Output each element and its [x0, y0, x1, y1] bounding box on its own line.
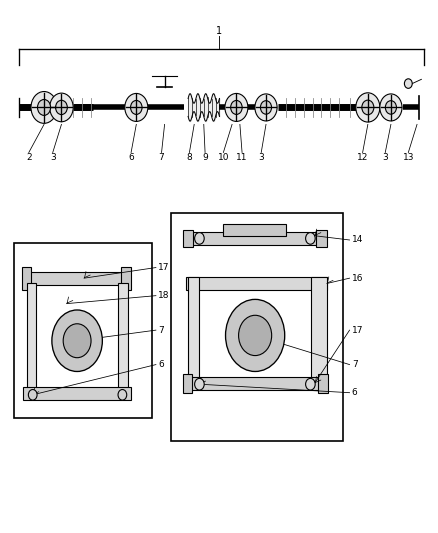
Circle shape	[356, 93, 380, 122]
Circle shape	[306, 232, 315, 244]
Polygon shape	[316, 230, 327, 247]
Text: 7: 7	[158, 326, 164, 335]
Polygon shape	[318, 374, 328, 393]
Text: 14: 14	[352, 236, 363, 245]
Circle shape	[131, 100, 142, 115]
Circle shape	[125, 93, 148, 122]
Polygon shape	[22, 266, 31, 290]
Circle shape	[362, 100, 374, 115]
Text: 7: 7	[159, 152, 164, 161]
Bar	[171, 214, 343, 441]
Bar	[14, 243, 152, 418]
Polygon shape	[25, 272, 127, 285]
Text: 8: 8	[187, 152, 192, 161]
Circle shape	[404, 79, 412, 88]
Text: 10: 10	[218, 152, 229, 161]
Polygon shape	[186, 277, 327, 290]
Circle shape	[38, 100, 50, 115]
Circle shape	[31, 92, 57, 123]
Polygon shape	[27, 284, 36, 391]
Text: 6: 6	[158, 360, 164, 369]
Text: 7: 7	[352, 360, 357, 369]
Polygon shape	[121, 266, 131, 290]
Text: 3: 3	[50, 152, 56, 161]
Circle shape	[231, 100, 242, 115]
Circle shape	[306, 378, 315, 390]
Polygon shape	[311, 277, 327, 381]
Circle shape	[52, 310, 102, 372]
Circle shape	[49, 93, 73, 122]
Circle shape	[194, 232, 204, 244]
Circle shape	[261, 101, 272, 114]
Circle shape	[255, 94, 277, 121]
Text: 1: 1	[216, 26, 222, 36]
Text: 18: 18	[158, 291, 170, 300]
Circle shape	[385, 101, 396, 114]
Circle shape	[226, 300, 285, 372]
Polygon shape	[184, 230, 193, 247]
Text: 13: 13	[403, 152, 414, 161]
Circle shape	[225, 93, 248, 122]
Polygon shape	[23, 387, 131, 400]
Text: 2: 2	[26, 152, 32, 161]
Polygon shape	[184, 232, 325, 245]
Circle shape	[380, 94, 402, 121]
Polygon shape	[118, 284, 127, 391]
Circle shape	[56, 100, 67, 115]
Text: 17: 17	[352, 326, 363, 335]
Polygon shape	[223, 224, 286, 236]
Text: 6: 6	[352, 388, 357, 397]
Circle shape	[239, 316, 272, 356]
Text: 16: 16	[352, 273, 363, 282]
Circle shape	[194, 378, 204, 390]
Circle shape	[63, 324, 91, 358]
Text: 6: 6	[128, 152, 134, 161]
Text: 3: 3	[258, 152, 264, 161]
Circle shape	[28, 390, 37, 400]
Polygon shape	[187, 277, 199, 381]
Polygon shape	[186, 377, 327, 390]
Text: 3: 3	[382, 152, 388, 161]
Text: 9: 9	[202, 152, 208, 161]
Text: 12: 12	[357, 152, 368, 161]
Text: 11: 11	[237, 152, 248, 161]
Circle shape	[118, 390, 127, 400]
Polygon shape	[184, 374, 192, 393]
Text: 17: 17	[158, 263, 170, 272]
